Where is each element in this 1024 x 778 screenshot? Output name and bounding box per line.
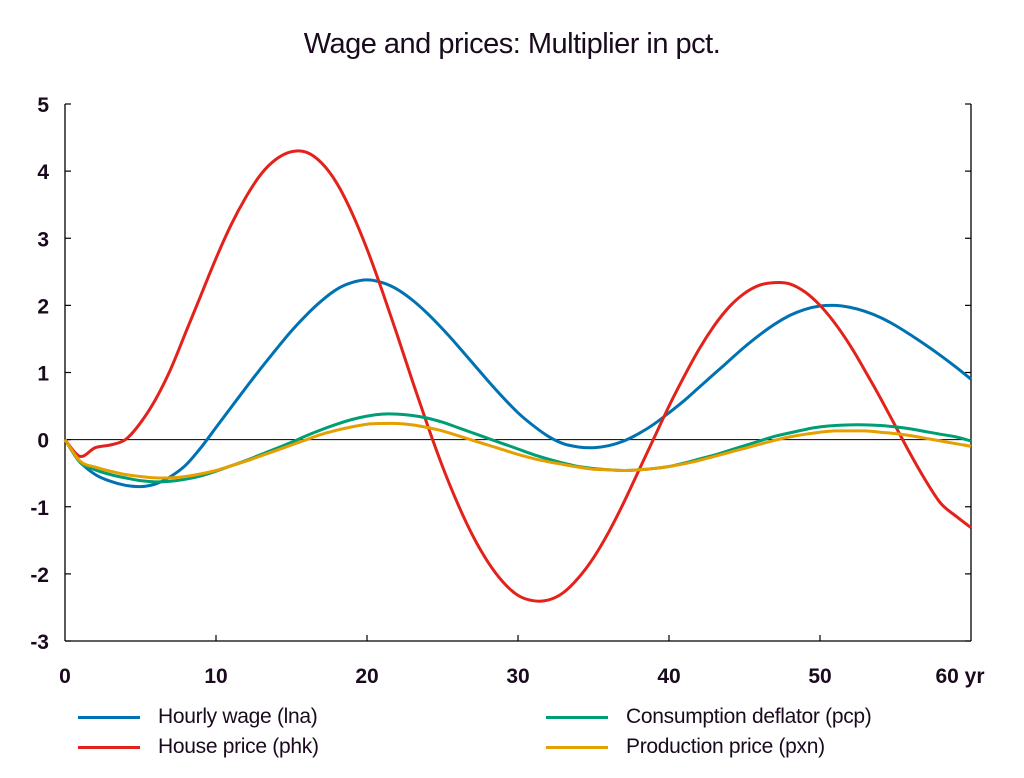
- y-tick-label: 1: [37, 363, 49, 386]
- y-tick-label: 0: [37, 430, 49, 453]
- legend: Hourly wage (lna) House price (phk) Cons…: [0, 700, 1024, 770]
- legend-item-hourly-wage: Hourly wage (lna): [78, 702, 318, 732]
- x-tick-label: 30: [506, 665, 529, 688]
- y-tick-label: -2: [30, 564, 49, 587]
- legend-swatch-hourly-wage: [78, 715, 140, 719]
- x-tick-label: 50: [808, 665, 831, 688]
- y-tick-label: 4: [37, 161, 49, 184]
- series-layer: [63, 149, 972, 603]
- x-tick-label: 20: [355, 665, 378, 688]
- y-tick-label: 3: [37, 228, 49, 251]
- y-tick-label: -3: [30, 631, 49, 654]
- legend-swatch-house-price: [78, 745, 140, 749]
- legend-item-house-price: House price (phk): [78, 732, 319, 762]
- y-tick-label: -1: [30, 497, 49, 520]
- y-tick-label: 5: [37, 94, 49, 117]
- y-tick-label: 2: [37, 295, 49, 318]
- legend-item-consumption-deflator: Consumption deflator (pcp): [546, 702, 872, 732]
- x-tick-label: 0: [59, 665, 71, 688]
- legend-label: House price (phk): [158, 735, 319, 758]
- legend-swatch-production-price: [546, 745, 608, 749]
- x-tick-label: 10: [204, 665, 227, 688]
- series-line-house-price: [63, 149, 972, 603]
- legend-label: Consumption deflator (pcp): [626, 705, 872, 728]
- x-tick-label: 40: [657, 665, 680, 688]
- legend-label: Production price (pxn): [626, 735, 825, 758]
- x-tick-label: 60 yr: [935, 665, 984, 688]
- chart-title: Wage and prices: Multiplier in pct.: [303, 28, 721, 60]
- series-line-production-price: [63, 421, 972, 480]
- legend-label: Hourly wage (lna): [158, 705, 318, 728]
- legend-item-production-price: Production price (pxn): [546, 732, 825, 762]
- legend-swatch-consumption-deflator: [546, 715, 608, 719]
